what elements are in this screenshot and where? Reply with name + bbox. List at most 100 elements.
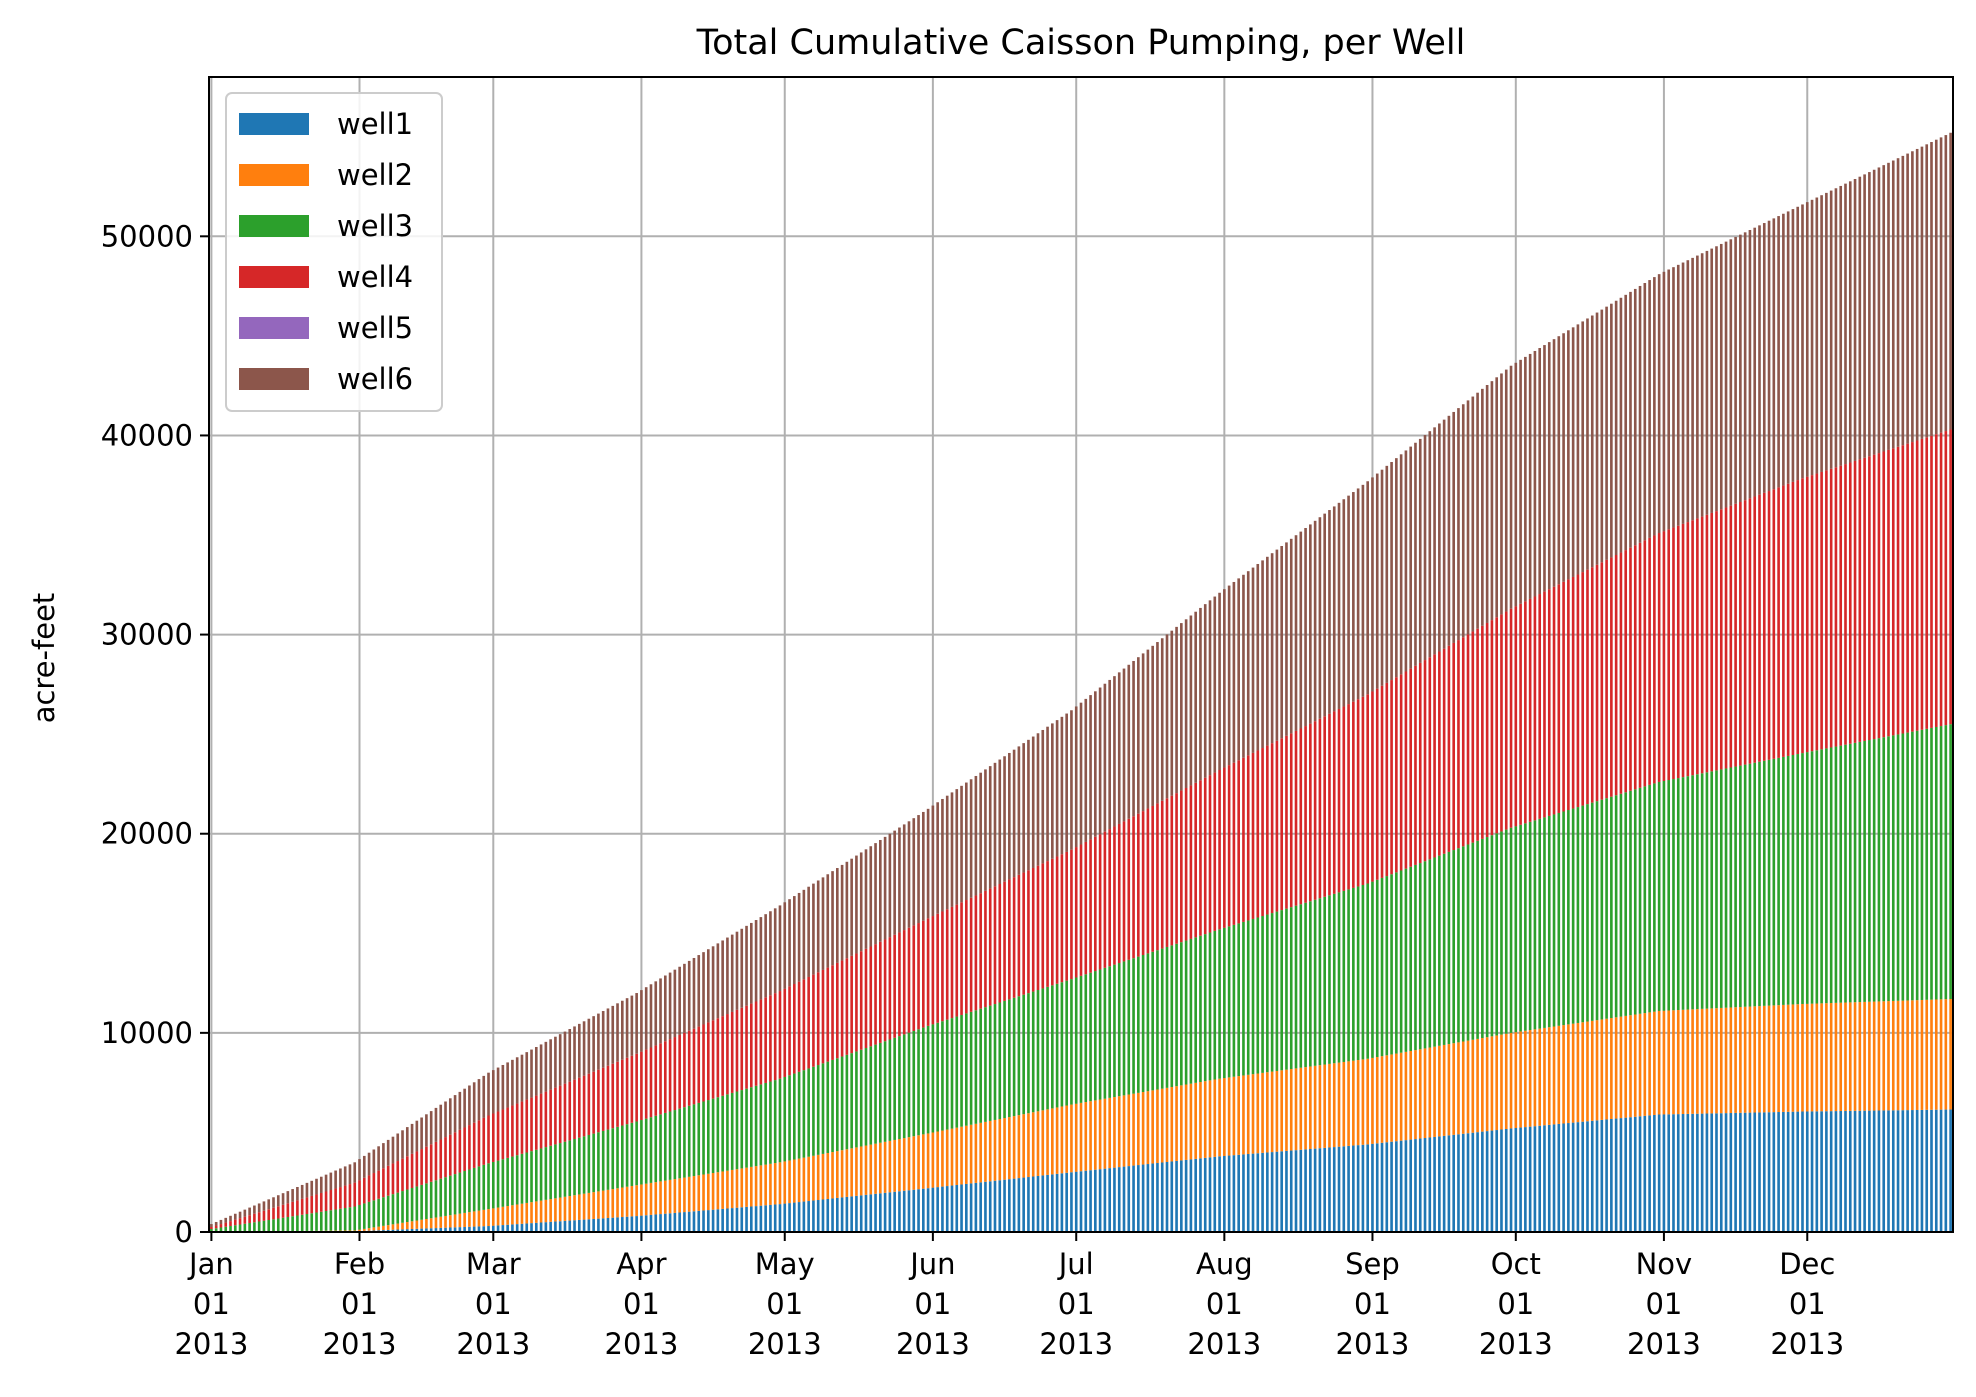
bar-well4 — [1381, 686, 1384, 878]
bar-well3 — [1299, 904, 1302, 1068]
bar-well3 — [635, 1121, 638, 1185]
bar-well4 — [1104, 832, 1107, 968]
bar-well4 — [1385, 683, 1388, 876]
bar-well1 — [1557, 1124, 1560, 1232]
bar-well3 — [640, 1120, 643, 1184]
bar-well3 — [836, 1058, 839, 1151]
bar-well3 — [1940, 726, 1943, 999]
bar-well4 — [1405, 671, 1408, 868]
bar-well1 — [1070, 1172, 1073, 1232]
bar-well2 — [755, 1166, 758, 1206]
bar-well4 — [545, 1092, 548, 1148]
bar-well6 — [1252, 568, 1255, 753]
bar-well3 — [1906, 733, 1909, 1001]
bar-well6 — [1151, 646, 1154, 806]
bar-well6 — [1080, 703, 1083, 845]
bar-well1 — [650, 1215, 653, 1232]
bar-well1 — [674, 1213, 677, 1232]
bar-well1 — [1882, 1110, 1885, 1232]
bar-well2 — [669, 1180, 672, 1213]
bar-well4 — [645, 1050, 648, 1119]
bar-well4 — [416, 1151, 419, 1186]
bar-well2 — [1763, 1006, 1766, 1112]
bar-well2 — [1443, 1045, 1446, 1136]
bar-well4 — [1519, 604, 1522, 825]
bar-well4 — [1443, 649, 1446, 854]
bar-well4 — [884, 939, 887, 1041]
bar-well2 — [1768, 1006, 1771, 1113]
bar-well3 — [1061, 982, 1064, 1106]
bar-well6 — [1811, 200, 1814, 475]
bar-well6 — [1749, 230, 1752, 498]
bar-well6 — [1295, 535, 1298, 731]
bar-well3 — [879, 1043, 882, 1143]
bar-well2 — [745, 1168, 748, 1207]
bar-well4 — [1266, 746, 1269, 915]
bar-well1 — [1285, 1151, 1288, 1232]
bar-well6 — [1615, 301, 1618, 555]
bar-well2 — [903, 1138, 906, 1191]
bar-well6 — [459, 1092, 462, 1130]
bar-well1 — [1147, 1164, 1150, 1232]
bar-well2 — [1075, 1104, 1078, 1172]
bar-well4 — [220, 1224, 223, 1227]
bar-well2 — [1591, 1021, 1594, 1121]
bar-well3 — [1734, 767, 1737, 1008]
y-tick-label: 0 — [175, 1215, 193, 1249]
bar-well2 — [1405, 1052, 1408, 1140]
bar-well1 — [994, 1181, 997, 1232]
bar-well6 — [1371, 477, 1374, 691]
bar-well6 — [1935, 140, 1938, 434]
bar-well2 — [1319, 1065, 1322, 1148]
bar-well2 — [1696, 1009, 1699, 1114]
bar-well4 — [669, 1039, 672, 1111]
bar-well6 — [1486, 385, 1489, 623]
bar-well3 — [1878, 738, 1881, 1001]
bar-well4 — [1027, 870, 1030, 993]
bar-well1 — [645, 1215, 648, 1232]
bar-well3 — [358, 1205, 361, 1230]
bar-well2 — [530, 1202, 533, 1223]
bar-well2 — [1309, 1066, 1312, 1149]
bar-well1 — [946, 1186, 949, 1232]
y-axis-label: acre-feet — [27, 593, 61, 724]
bar-well6 — [315, 1179, 318, 1195]
bar-well6 — [865, 849, 868, 949]
bar-well2 — [1677, 1010, 1680, 1114]
bar-well2 — [855, 1147, 858, 1195]
bar-well6 — [320, 1177, 323, 1193]
bar-well1 — [1510, 1128, 1513, 1232]
bar-well3 — [1911, 732, 1914, 1001]
bar-well2 — [1142, 1092, 1145, 1165]
bar-well4 — [1816, 474, 1819, 751]
bar-well6 — [1328, 510, 1331, 714]
bar-well4 — [1648, 538, 1651, 785]
bar-well4 — [1170, 796, 1173, 946]
bar-well2 — [420, 1220, 423, 1229]
bar-well4 — [430, 1144, 433, 1182]
bar-well1 — [678, 1212, 681, 1232]
bar-well3 — [917, 1029, 920, 1135]
bar-well4 — [1514, 606, 1517, 826]
bar-well2 — [922, 1134, 925, 1188]
bar-well1 — [1648, 1115, 1651, 1232]
bar-well1 — [1185, 1160, 1188, 1232]
bar-well3 — [1820, 749, 1823, 1003]
bar-well3 — [416, 1186, 419, 1220]
bar-well4 — [936, 914, 939, 1023]
bar-well4 — [535, 1096, 538, 1150]
bar-well6 — [917, 815, 920, 923]
bar-well1 — [712, 1210, 715, 1232]
bar-well6 — [726, 938, 729, 1015]
bar-well4 — [693, 1029, 696, 1105]
bar-well4 — [1634, 545, 1637, 789]
bar-well2 — [1734, 1007, 1737, 1113]
bar-well1 — [908, 1190, 911, 1232]
bar-well4 — [860, 951, 863, 1050]
bar-well4 — [1065, 852, 1068, 981]
bar-well3 — [468, 1169, 471, 1212]
bar-well2 — [1428, 1048, 1431, 1138]
bar-well2 — [1925, 1000, 1928, 1110]
bar-well3 — [1285, 909, 1288, 1070]
bar-well3 — [430, 1182, 433, 1218]
